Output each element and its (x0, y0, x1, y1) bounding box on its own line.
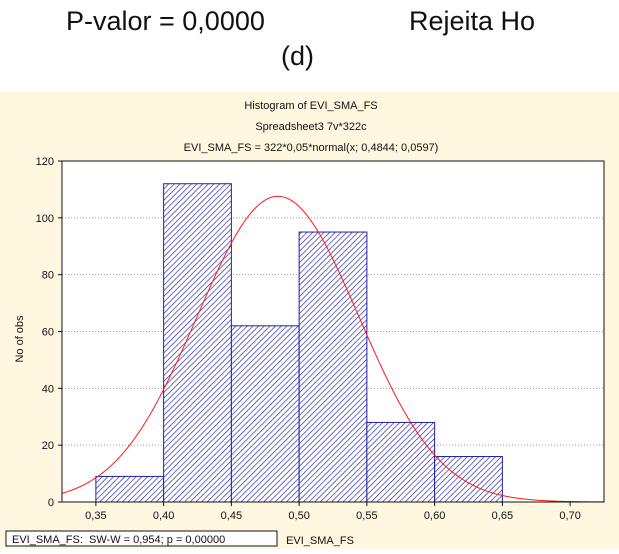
test-annotation: EVI_SMA_FS: SW-W = 0,954; p = 0,00000 (12, 534, 225, 546)
y-axis-label: No of obs (14, 315, 26, 363)
histogram-bar (298, 231, 368, 503)
histogram-bar (163, 183, 232, 503)
x-tick-label: 0,50 (288, 510, 309, 522)
panel-label: (d) (281, 41, 314, 71)
y-tick-label: 20 (42, 440, 54, 452)
y-tick-label: 80 (42, 270, 54, 282)
x-tick-label: 0,55 (356, 510, 377, 522)
chart-title: Histogram of EVI_SMA_FS (244, 100, 377, 112)
x-tick-label: 0,60 (424, 510, 445, 522)
x-tick-label: 0,70 (559, 510, 580, 522)
histogram-bar (434, 456, 503, 503)
x-axis-label: EVI_SMA_FS (286, 535, 354, 547)
y-tick-label: 120 (36, 156, 54, 168)
histogram-bar (230, 325, 300, 503)
chart-formula: EVI_SMA_FS = 322*0,05*normal(x; 0,4844; … (184, 142, 439, 154)
test-annotation-box (5, 530, 278, 547)
x-tick-label: 0,65 (492, 510, 513, 522)
x-tick-label: 0,40 (153, 510, 174, 522)
histogram-chart: Histogram of EVI_SMA_FS Spreadsheet3 7v*… (0, 92, 619, 549)
y-tick-label: 0 (48, 497, 54, 509)
histogram-bar (95, 475, 165, 503)
x-tick-label: 0,45 (221, 510, 242, 522)
histogram-svg: Histogram of EVI_SMA_FS Spreadsheet3 7v*… (5, 100, 605, 547)
normal-curve (61, 195, 605, 503)
x-tick-label: 0,35 (85, 510, 106, 522)
y-tick-label: 100 (36, 213, 54, 225)
histogram-bar (366, 421, 436, 503)
decision-text: Rejeita Ho (409, 6, 536, 36)
y-tick-label: 60 (42, 327, 54, 339)
y-tick-label: 40 (42, 383, 54, 395)
chart-subtitle: Spreadsheet3 7v*322c (255, 121, 367, 133)
p-value-text: P-valor = 0,0000 (66, 6, 265, 36)
